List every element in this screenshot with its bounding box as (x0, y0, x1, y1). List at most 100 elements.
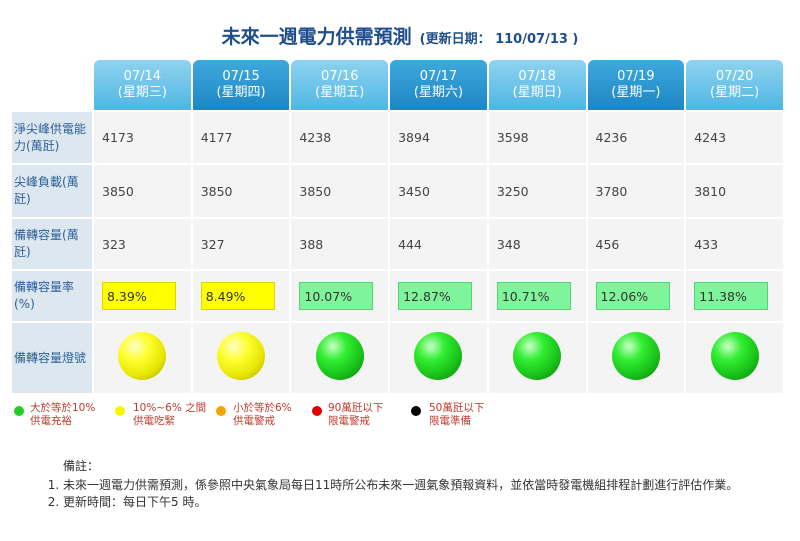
signal-light-icon (414, 332, 463, 380)
legend-line1: 90萬瓩以下 (328, 402, 384, 414)
date-label: 07/19 (617, 69, 655, 84)
signal-light-icon (217, 332, 266, 380)
rate-cell: 10.07% (291, 271, 389, 321)
signal-light-icon (118, 332, 167, 380)
capacity-value: 4177 (192, 112, 290, 163)
notes-section: 備註： 未來一週電力供需預測，係參照中央氣象局每日11時所公布未來一週氣象預報資… (46, 458, 766, 511)
weekday-label: (星期一) (611, 85, 661, 100)
light-cell (488, 323, 586, 393)
signal-light-icon (611, 332, 660, 380)
light-cell (94, 323, 191, 393)
header-corner (12, 60, 92, 110)
notes-list: 未來一週電力供需預測，係參照中央氣象局每日11時所公布未來一週氣象預報資料，並依… (46, 477, 766, 511)
legend-dot-icon (312, 406, 322, 416)
legend-line2: 供電充裕 (30, 415, 72, 427)
notes-header: 備註： (63, 459, 100, 473)
legend-line1: 大於等於10% (30, 402, 96, 414)
date-header: 07/20 (星期二) (686, 60, 783, 110)
peak-load-value: 3850 (291, 165, 389, 217)
note-item: 更新時間：每日下午5 時。 (63, 494, 766, 511)
weekday-label: (星期二) (710, 85, 760, 100)
legend-item: 90萬瓩以下 限電警戒 (328, 402, 383, 428)
row-label-capacity: 淨尖峰供電能力(萬瓩) (12, 112, 92, 163)
date-header: 07/14 (星期三) (94, 60, 191, 110)
rate-cell: 12.06% (587, 271, 685, 321)
signal-light-icon (513, 332, 562, 380)
reserve-rate-row: 備轉容量率(%) 8.39% 8.49% 10.07% 12.87% 10.71… (12, 271, 783, 321)
note-item: 未來一週電力供需預測，係參照中央氣象局每日11時所公布未來一週氣象預報資料，並依… (63, 477, 766, 494)
page-title-bar: 未來一週電力供需預測 (更新日期： 110/07/13 ) (0, 22, 800, 49)
weekday-label: (星期四) (216, 85, 266, 100)
rate-badge: 12.06% (595, 282, 670, 310)
signal-legend: 大於等於10% 供電充裕 10%~6% 之間 供電吃緊 小於等於6% 供電警戒 90萬… (14, 402, 794, 432)
rate-cell: 12.87% (390, 271, 487, 321)
reserve-value: 388 (291, 219, 389, 269)
date-header: 07/15 (星期四) (192, 60, 290, 110)
peak-load-value: 3810 (686, 165, 783, 217)
row-label-signal-light: 備轉容量燈號 (12, 323, 92, 393)
date-label: 07/15 (222, 69, 260, 84)
legend-line2: 限電準備 (429, 415, 471, 427)
light-cell (686, 323, 783, 393)
reserve-value: 444 (390, 219, 487, 269)
reserve-value: 323 (94, 219, 191, 269)
capacity-value: 3894 (390, 112, 487, 163)
signal-light-icon (315, 332, 364, 380)
rate-badge: 12.87% (398, 282, 473, 310)
light-cell (291, 323, 389, 393)
capacity-value: 4243 (686, 112, 783, 163)
rate-badge: 11.38% (694, 282, 769, 310)
date-label: 07/20 (715, 69, 754, 84)
update-date: (更新日期： 110/07/13 ) (419, 32, 579, 47)
rate-cell: 8.49% (192, 271, 290, 321)
capacity-value: 3598 (488, 112, 586, 163)
legend-line1: 10%~6% 之間 (133, 402, 207, 414)
capacity-value: 4173 (94, 112, 191, 163)
date-label: 07/16 (321, 69, 359, 84)
signal-light-icon (710, 332, 759, 380)
legend-line2: 供電吃緊 (133, 415, 175, 427)
date-header: 07/18 (星期日) (488, 60, 586, 110)
date-header-row: 07/14 (星期三) 07/15 (星期四) 07/16 (星期五) 07/17 (星… (12, 60, 783, 110)
signal-light-row: 備轉容量燈號 (12, 323, 783, 393)
peak-load-value: 3850 (94, 165, 191, 217)
date-header: 07/16 (星期五) (291, 60, 389, 110)
date-header: 07/17 (星期六) (390, 60, 487, 110)
legend-item: 50萬瓩以下 限電準備 (429, 402, 484, 428)
peak-load-value: 3250 (488, 165, 586, 217)
reserve-row: 備轉容量(萬瓩) 323 327 388 444 348 456 433 (12, 219, 783, 269)
weekday-label: (星期日) (512, 85, 562, 100)
capacity-value: 4236 (587, 112, 685, 163)
legend-dot-icon (216, 406, 226, 416)
light-cell (587, 323, 685, 393)
rate-cell: 8.39% (94, 271, 191, 321)
weekday-label: (星期五) (315, 85, 365, 100)
light-cell (390, 323, 487, 393)
peak-load-value: 3850 (192, 165, 290, 217)
legend-item: 10%~6% 之間 供電吃緊 (133, 402, 206, 428)
reserve-value: 433 (686, 219, 783, 269)
reserve-value: 348 (488, 219, 586, 269)
rate-cell: 10.71% (488, 271, 586, 321)
legend-item: 小於等於6% 供電警戒 (233, 402, 292, 428)
rate-badge: 8.39% (102, 282, 176, 310)
legend-dot-icon (14, 406, 24, 416)
rate-badge: 10.71% (496, 282, 571, 310)
weekday-label: (星期六) (413, 85, 464, 100)
rate-badge: 8.49% (200, 282, 275, 310)
date-label: 07/14 (123, 69, 162, 84)
rate-badge: 10.07% (299, 282, 374, 310)
row-label-reserve: 備轉容量(萬瓩) (12, 219, 92, 269)
row-label-peak-load: 尖峰負載(萬瓩) (12, 165, 92, 217)
legend-dot-icon (115, 406, 125, 416)
row-label-reserve-rate: 備轉容量率(%) (12, 271, 92, 321)
page-title: 未來一週電力供需預測 (221, 26, 412, 48)
capacity-row: 淨尖峰供電能力(萬瓩) 4173 4177 4238 3894 3598 423… (12, 112, 783, 163)
legend-item: 大於等於10% 供電充裕 (30, 402, 95, 428)
peak-load-row: 尖峰負載(萬瓩) 3850 3850 3850 3450 3250 3780 3… (12, 165, 783, 217)
legend-line1: 50萬瓩以下 (429, 402, 485, 414)
date-header: 07/19 (星期一) (587, 60, 685, 110)
weekday-label: (星期三) (117, 85, 167, 100)
reserve-value: 327 (192, 219, 290, 269)
legend-line2: 限電警戒 (328, 415, 370, 427)
